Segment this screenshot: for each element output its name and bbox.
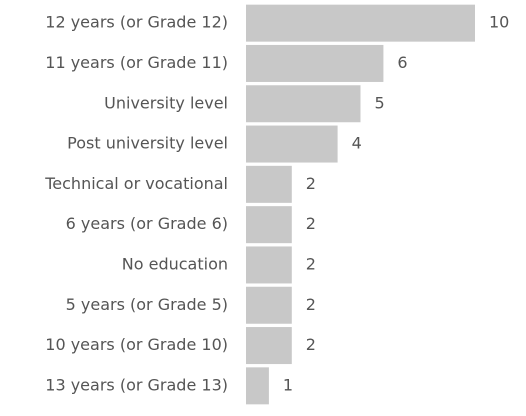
value-label: 10: [489, 13, 509, 32]
bar: [246, 367, 269, 405]
category-label: 5 years (or Grade 5): [66, 295, 228, 314]
category-label: 11 years (or Grade 11): [45, 53, 228, 72]
value-label: 1: [283, 375, 293, 394]
value-label: 2: [306, 214, 316, 233]
bar: [246, 246, 292, 284]
category-label: Technical or vocational: [44, 174, 228, 193]
bar: [246, 44, 384, 82]
category-label: 10 years (or Grade 10): [45, 335, 228, 354]
value-label: 4: [352, 134, 362, 153]
bar: [246, 85, 361, 123]
value-label: 2: [306, 335, 316, 354]
value-label: 2: [306, 295, 316, 314]
bar: [246, 4, 475, 42]
value-label: 2: [306, 174, 316, 193]
category-label: No education: [122, 254, 228, 273]
bar: [246, 165, 292, 203]
category-label: University level: [104, 93, 228, 112]
category-label: 6 years (or Grade 6): [66, 214, 228, 233]
value-label: 6: [397, 53, 407, 72]
bar: [246, 206, 292, 244]
category-label: Post university level: [67, 134, 228, 153]
bar: [246, 125, 338, 163]
category-label: 12 years (or Grade 12): [45, 13, 228, 32]
bar: [246, 327, 292, 365]
category-label: 13 years (or Grade 13): [45, 375, 228, 394]
value-label: 2: [306, 254, 316, 273]
bar: [246, 286, 292, 324]
value-label: 5: [375, 93, 385, 112]
